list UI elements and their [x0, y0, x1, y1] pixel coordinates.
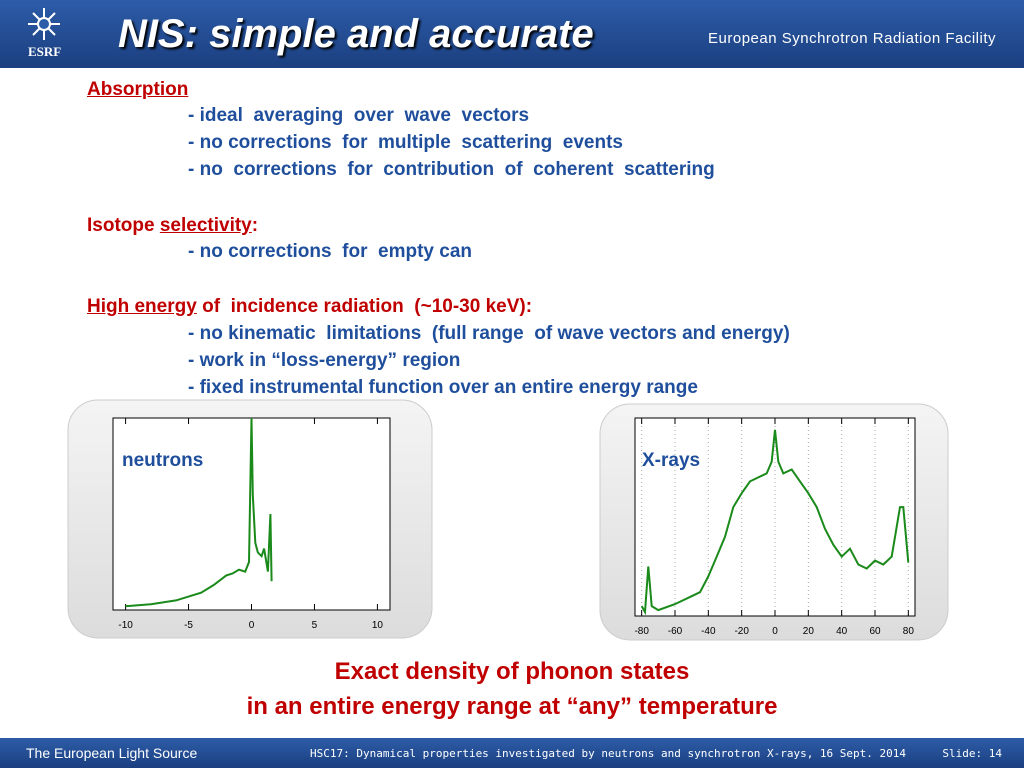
bullet: - work in “loss-energy” region	[188, 350, 461, 371]
bullet: - fixed instrumental function over an en…	[188, 377, 698, 398]
logo-text: ESRF	[28, 44, 62, 59]
heading: High energy of incidence radiation (~10-…	[87, 296, 532, 318]
heading-part: of incidence radiation (~10-30 keV):	[202, 296, 533, 317]
x-tick-label: -40	[701, 626, 716, 637]
conclusion: in an entire energy range at “any” tempe…	[246, 693, 778, 720]
bullet: - no kinematic limitations (full range o…	[188, 323, 790, 344]
slide-number: Slide: 14	[942, 747, 1002, 760]
x-tick-label: 0	[249, 620, 255, 631]
x-tick-label: -5	[184, 620, 193, 631]
heading-part: High energy	[87, 296, 197, 317]
bullet: - ideal averaging over wave vectors	[188, 105, 530, 126]
conclusion: Exact density of phonon states	[334, 658, 690, 685]
x-tick-label: 0	[772, 626, 778, 637]
chart-label: neutrons	[122, 450, 203, 471]
x-tick-label: 5	[312, 620, 318, 631]
data-line	[640, 429, 910, 616]
x-tick-label: -20	[734, 626, 749, 637]
x-tick-label: 80	[903, 626, 915, 637]
bullet: - no corrections for multiple scattering…	[188, 132, 623, 153]
organization: European Synchrotron Radiation Facility	[708, 30, 996, 47]
x-tick-label: 60	[869, 626, 881, 637]
chart-label: X-rays	[642, 450, 700, 471]
data-line	[125, 417, 273, 608]
x-tick-label: 20	[803, 626, 815, 637]
x-tick-label: 10	[372, 620, 384, 631]
header: ESRF NIS: simple and accurate European S…	[0, 0, 1024, 68]
heading-part: selectivity	[159, 215, 252, 236]
footer: The European Light Source HSC17: Dynamic…	[0, 738, 1024, 768]
bullet: - no corrections for empty can	[188, 241, 472, 262]
x-tick-label: 40	[836, 626, 848, 637]
heading-part: :	[251, 215, 259, 236]
bullet: - no corrections for contribution of coh…	[188, 159, 715, 180]
x-tick-label: -80	[634, 626, 649, 637]
heading: Isotope selectivity:	[87, 215, 258, 237]
heading: Absorption	[87, 79, 189, 100]
plots: -10 -5 0 5 10 neutrons -80 -60 -40 -20 0 20 40 60 80 X-…	[67, 399, 949, 641]
slide-title: NIS: simple and accurate	[118, 12, 594, 56]
footer-left: The European Light Source	[26, 745, 198, 761]
logo-mark	[28, 8, 60, 40]
heading-part: Isotope	[87, 215, 155, 236]
footer-center: HSC17: Dynamical properties investigated…	[310, 747, 907, 760]
x-tick-label: -10	[118, 620, 133, 631]
x-tick-label: -60	[668, 626, 683, 637]
